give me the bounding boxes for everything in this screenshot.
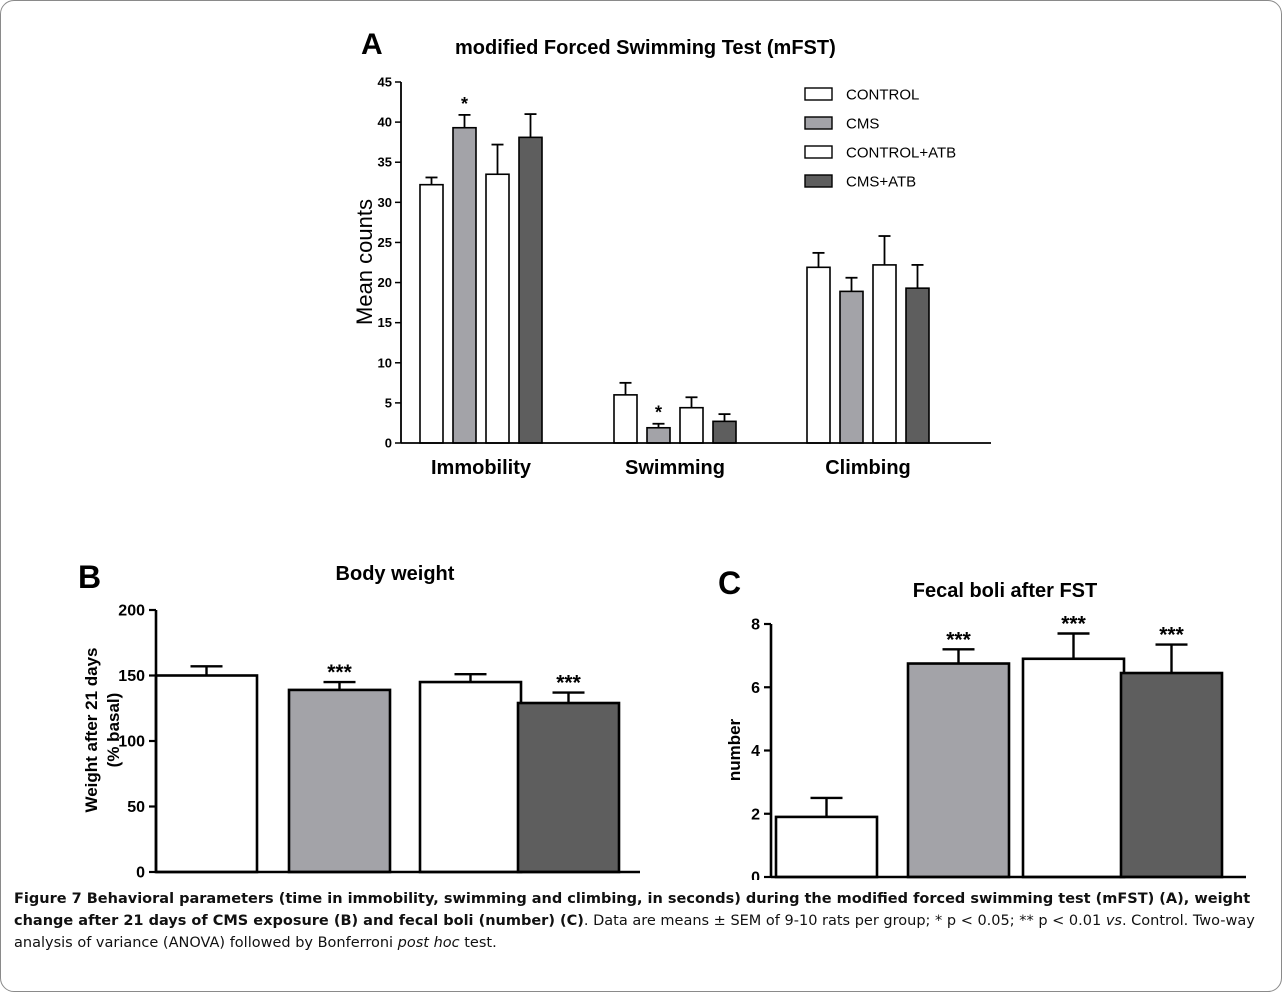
bar — [419, 183, 444, 444]
y-tick-label: 0 — [136, 865, 145, 881]
bar — [485, 173, 510, 444]
figure-caption: Figure 7 Behavioral parameters (time in … — [14, 888, 1270, 954]
x-category-label: Immobility — [431, 457, 532, 479]
y-tick-label: 100 — [118, 734, 145, 751]
panel-letter: B — [78, 559, 101, 595]
y-tick-label: 0 — [385, 436, 392, 451]
caption-post-hoc: post hoc — [397, 935, 460, 951]
bar — [287, 688, 392, 874]
caption-text-3: test. — [459, 935, 497, 951]
panel-letter: C — [718, 565, 741, 601]
y-tick-label: 150 — [118, 668, 145, 685]
y-tick-label: 50 — [127, 799, 145, 816]
y-tick-label: 35 — [378, 155, 392, 170]
significance-marker: *** — [556, 672, 581, 695]
y-tick-label: 20 — [378, 275, 392, 290]
bar — [872, 264, 897, 444]
bar — [613, 394, 638, 444]
y-axis-label: number — [725, 718, 744, 781]
panel-title: Fecal boli after FST — [913, 580, 1097, 602]
panel-a-letter: A — [361, 28, 383, 61]
y-axis-label: Weight after 21 days — [82, 647, 101, 812]
significance-marker: * — [655, 403, 662, 423]
y-tick-label: 200 — [118, 603, 145, 620]
bar — [679, 406, 704, 444]
panel-a-title: modified Forced Swimming Test (mFST) — [455, 37, 836, 59]
y-tick-label: 10 — [378, 355, 392, 370]
y-tick-label: 25 — [378, 235, 392, 250]
bar — [906, 662, 1011, 879]
y-tick-label: 5 — [385, 395, 392, 410]
bar — [516, 701, 621, 874]
y-tick-label: 4 — [751, 743, 760, 760]
bar — [1119, 671, 1224, 879]
legend-label: CONTROL — [846, 87, 919, 104]
caption-text-1: . Data are means ± SEM of 9-10 rats per … — [583, 913, 1106, 929]
y-tick-label: 0 — [751, 870, 760, 881]
bar — [518, 136, 543, 444]
caption-text-2: . Control. Two-way analysis of variance … — [14, 913, 1255, 951]
y-tick-label: 40 — [378, 115, 392, 130]
x-category-label: Swimming — [625, 457, 725, 479]
bar — [154, 674, 259, 874]
bar — [839, 290, 864, 444]
bar — [1021, 657, 1126, 879]
caption-bold-text: Behavioral parameters (time in immobilit… — [14, 891, 1251, 929]
panel-title: Body weight — [336, 563, 455, 585]
legend-swatch — [804, 116, 833, 130]
y-tick-label: 6 — [751, 680, 760, 697]
panel-b-chart: B Body weight 0 50 100 150 200 Weight after 21 … — [78, 559, 640, 880]
bar — [806, 266, 831, 444]
significance-marker: * — [461, 94, 468, 114]
y-tick-label: 30 — [378, 195, 392, 210]
legend-swatch — [804, 145, 833, 159]
y-tick-label: 2 — [751, 806, 760, 823]
legend-swatch — [804, 174, 833, 188]
y-axis-label: Mean counts — [352, 199, 377, 325]
y-tick-label: 45 — [378, 75, 392, 90]
legend-swatch — [804, 87, 833, 101]
y-axis-label: (% basal) — [104, 693, 123, 768]
significance-marker: *** — [946, 628, 971, 651]
legend-label: CMS — [846, 116, 879, 133]
y-tick-label: 15 — [378, 315, 392, 330]
bar — [774, 815, 879, 879]
significance-marker: *** — [327, 661, 352, 684]
significance-marker: *** — [1159, 624, 1184, 647]
bar — [418, 680, 523, 874]
significance-marker: *** — [1061, 612, 1086, 635]
x-category-label: Climbing — [825, 457, 911, 479]
bar — [452, 126, 477, 444]
caption-label: Figure 7 — [14, 891, 82, 907]
bar — [646, 426, 671, 444]
y-tick-label: 8 — [751, 617, 760, 634]
bar — [905, 287, 930, 444]
caption-vs: vs — [1105, 913, 1122, 929]
legend-label: CMS+ATB — [846, 174, 916, 191]
bar — [712, 420, 737, 444]
legend-label: CONTROL+ATB — [846, 145, 956, 162]
